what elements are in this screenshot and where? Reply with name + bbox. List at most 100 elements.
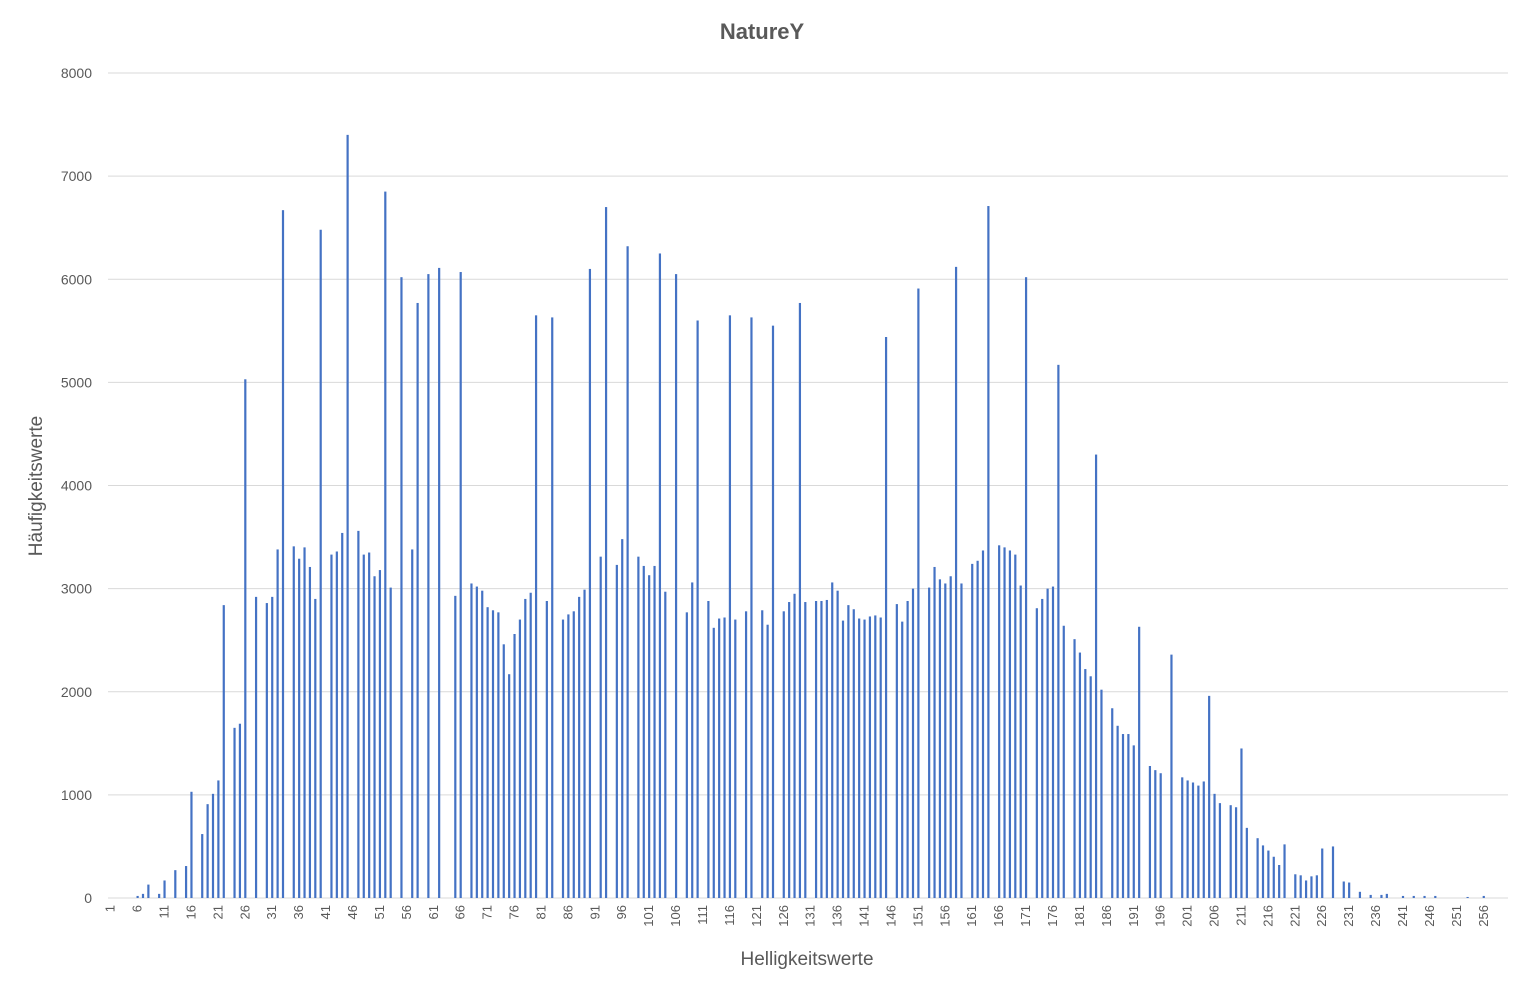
bar-value-238: [1385, 893, 1388, 898]
bar-value-211: [1240, 748, 1243, 898]
bar-value-50: [373, 576, 376, 898]
y-tick-label: 3000: [61, 581, 92, 597]
bar-value-53: [389, 587, 392, 898]
bar-value-90: [588, 268, 592, 898]
bar-value-45: [346, 134, 349, 898]
x-tick-label: 126: [776, 905, 791, 927]
bar-value-164: [987, 206, 990, 898]
bar-value-253: [1466, 896, 1469, 898]
y-tick-label: 8000: [61, 65, 92, 81]
bar-value-15: [184, 866, 188, 898]
x-axis-ticks: 1 6 11 16 21 26 31 36 41 46 51 56 61 66 71 76 81 86 91 96 10…: [103, 905, 1491, 927]
bar-value-224: [1310, 876, 1313, 898]
bar-value-203: [1197, 785, 1200, 898]
bar-value-159: [960, 583, 963, 898]
bar-value-136: [836, 590, 839, 898]
bar-value-49: [368, 552, 371, 898]
bar-value-151: [917, 288, 920, 898]
x-tick-label: 151: [910, 905, 925, 927]
bar-value-161: [971, 563, 974, 898]
bar-value-85: [561, 619, 565, 898]
bar-value-60: [427, 274, 430, 898]
bar-value-143: [874, 615, 877, 898]
bar-value-35: [292, 546, 295, 898]
bar-value-147: [895, 604, 898, 898]
x-tick-label: 231: [1341, 905, 1356, 927]
bar-value-31: [271, 596, 274, 898]
bar-value-190: [1127, 734, 1130, 898]
bar-value-104: [664, 591, 667, 898]
bar-value-11: [163, 880, 166, 898]
x-tick-label: 226: [1314, 905, 1329, 927]
bar-value-163: [981, 550, 985, 898]
bar-value-108: [685, 612, 688, 898]
bar-value-65: [454, 595, 457, 898]
bar-value-218: [1278, 865, 1281, 898]
bar-value-150: [911, 588, 915, 898]
bar-value-24: [233, 727, 236, 898]
x-tick-label: 161: [964, 905, 979, 927]
bar-value-21: [217, 780, 220, 898]
bar-value-214: [1256, 838, 1259, 898]
bar-value-69: [475, 586, 478, 898]
bar-value-72: [491, 610, 495, 898]
bar-value-48: [362, 554, 365, 898]
bar-value-225: [1315, 875, 1318, 898]
bar-value-192: [1138, 626, 1141, 898]
bar-value-22: [222, 605, 225, 898]
bar-value-123: [766, 624, 769, 898]
bar-value-109: [691, 582, 694, 898]
bar-value-245: [1423, 895, 1426, 898]
bar-value-141: [863, 619, 866, 898]
bar-value-112: [707, 601, 710, 898]
bar-value-20: [211, 793, 215, 898]
x-tick-label: 101: [641, 905, 656, 927]
x-tick-label: 116: [722, 905, 737, 926]
bar-value-87: [572, 611, 575, 898]
x-tick-label: 171: [1018, 905, 1033, 927]
x-tick-label: 1: [103, 905, 118, 912]
y-tick-label: 6000: [61, 271, 92, 287]
bar-value-243: [1412, 895, 1415, 898]
x-tick-label: 106: [668, 905, 683, 927]
bar-value-57: [411, 549, 414, 898]
bar-value-176: [1051, 586, 1055, 898]
x-tick-label: 71: [480, 905, 495, 919]
bar-value-191: [1132, 745, 1135, 898]
x-tick-label: 66: [453, 905, 468, 919]
bar-value-219: [1283, 844, 1286, 898]
x-tick-label: 156: [937, 905, 952, 927]
bar-value-77: [518, 619, 522, 898]
bar-value-128: [793, 593, 796, 898]
x-tick-label: 61: [426, 905, 441, 919]
bar-value-43: [335, 551, 338, 898]
bar-value-83: [551, 317, 554, 898]
bar-value-120: [750, 317, 753, 898]
x-tick-label: 256: [1476, 905, 1491, 927]
bar-value-230: [1342, 881, 1345, 898]
bar-value-25: [238, 723, 242, 898]
bar-value-30: [265, 603, 268, 898]
bar-value-127: [788, 602, 791, 898]
bar-value-139: [852, 609, 855, 898]
bar-value-226: [1321, 848, 1324, 898]
bar-value-200: [1181, 777, 1184, 898]
bar-value-55: [400, 277, 403, 898]
bar-value-228: [1331, 846, 1335, 898]
bar-value-202: [1191, 782, 1195, 898]
bar-value-204: [1202, 781, 1205, 898]
bar-value-170: [1019, 585, 1022, 898]
x-tick-label: 206: [1207, 905, 1222, 927]
bar-series: [136, 134, 1485, 898]
bar-value-167: [1003, 547, 1006, 898]
bar-value-86: [567, 614, 570, 898]
bar-value-73: [497, 612, 500, 898]
bar-value-181: [1078, 652, 1082, 898]
bar-value-241: [1401, 895, 1405, 898]
bar-value-58: [416, 302, 419, 898]
x-tick-label: 196: [1153, 905, 1168, 927]
x-tick-label: 41: [318, 905, 333, 919]
bar-value-130: [804, 602, 807, 898]
bar-value-201: [1186, 780, 1189, 898]
